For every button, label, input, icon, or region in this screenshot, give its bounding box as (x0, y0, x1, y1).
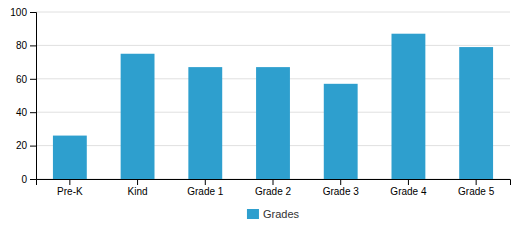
bar (256, 67, 290, 179)
y-tick-label: 80 (16, 40, 28, 51)
x-tick-mark (273, 179, 274, 185)
plot: 0 20 40 60 80 100 Pre-K Kind Grade 1 Grade 2 Grade… (10, 7, 510, 197)
x-tick-label: Grade 2 (255, 186, 292, 197)
x-tick: Pre-K (57, 179, 83, 197)
x-axis-line (37, 180, 511, 186)
y-tick-label: 100 (10, 7, 27, 18)
x-tick: Grade 1 (187, 179, 224, 197)
y-tick-mark (30, 112, 36, 113)
y-tick-mark (30, 179, 36, 180)
chart: 0 20 40 60 80 100 Pre-K Kind Grade 1 Grade 2 Grade… (0, 0, 524, 229)
y-tick-mark (30, 45, 36, 46)
x-tick-label: Grade 3 (323, 186, 360, 197)
x-tick-mark (69, 179, 70, 185)
y-tick-label: 60 (16, 74, 28, 85)
bar (459, 47, 493, 179)
y-axis: 0 20 40 60 80 100 (10, 7, 36, 185)
bar (324, 84, 358, 179)
x-tick-label: Grade 1 (187, 186, 224, 197)
bar (53, 136, 87, 179)
grid-line (36, 45, 510, 46)
y-tick: 60 (16, 74, 36, 85)
x-tick: Kind (128, 179, 148, 197)
x-tick-label: Grade 5 (458, 186, 495, 197)
legend-label: Grades (263, 208, 300, 220)
x-tick: Grade 5 (458, 179, 495, 197)
x-tick-mark (340, 179, 341, 185)
y-tick: 20 (16, 140, 36, 151)
grid-line (36, 12, 510, 13)
y-tick: 0 (21, 174, 36, 185)
x-tick-mark (408, 179, 409, 185)
y-tick-mark (30, 12, 36, 13)
bar (121, 54, 155, 179)
legend-swatch (247, 209, 259, 219)
y-tick: 40 (16, 107, 36, 118)
y-tick-label: 40 (16, 107, 28, 118)
x-tick-mark (476, 179, 477, 185)
y-tick-label: 20 (16, 140, 28, 151)
x-tick-mark (137, 179, 138, 185)
x-tick: Grade 3 (323, 179, 360, 197)
x-tick: Grade 2 (255, 179, 292, 197)
x-tick-label: Grade 4 (390, 186, 427, 197)
bar (188, 67, 222, 179)
y-tick-label: 0 (21, 174, 27, 185)
y-tick-mark (30, 146, 36, 147)
x-tick-label: Pre-K (57, 186, 83, 197)
y-tick: 100 (10, 7, 36, 18)
bar (392, 34, 426, 179)
x-axis: Pre-K Kind Grade 1 Grade 2 Grade 3 Grade 4 Gra… (37, 179, 511, 197)
bars (53, 34, 493, 179)
y-axis-line (30, 13, 37, 180)
y-tick: 80 (16, 40, 36, 51)
y-tick-mark (30, 79, 36, 80)
legend: Grades (247, 208, 300, 220)
x-tick: Grade 4 (390, 179, 427, 197)
x-tick-mark (205, 179, 206, 185)
legend-item: Grades (247, 208, 300, 220)
x-tick-label: Kind (128, 186, 148, 197)
grid (36, 12, 510, 179)
